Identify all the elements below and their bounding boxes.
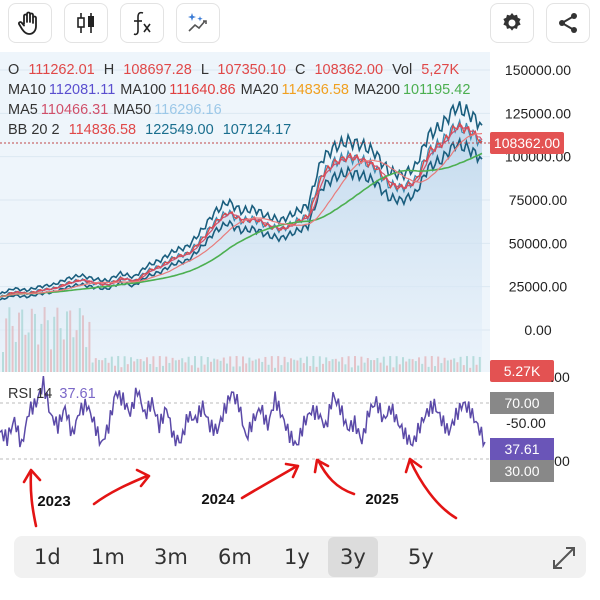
price-tick: 50000.00 [509,235,568,251]
rsi-upper-badge: 70.00 [504,395,539,411]
bb-lower: 107124.17 [223,122,292,138]
red-arrow-annotation [22,468,42,484]
rsi-tick: .00 [550,453,570,469]
low-label: L [201,62,209,78]
candles-button[interactable] [64,3,108,43]
ma-label: MA20 [241,82,279,98]
year-label-2024: 2024 [201,491,235,508]
red-arrow-annotation [316,458,356,496]
close-value: 108362.00 [314,62,383,78]
price-tick: 25000.00 [509,279,568,295]
annotation-arrows [22,457,458,528]
candlestick-icon [77,13,94,33]
price-tick: 150000.00 [505,62,571,78]
ma-label: MA100 [120,82,166,98]
range-selector: 1d 1m 3m 6m 1y 3y 5y [0,528,600,584]
ma-value: 116296.16 [154,102,221,118]
range-tab-3m[interactable]: 3m [154,545,188,569]
ma-line [0,124,483,298]
range-selector-bg [14,536,586,578]
range-tab-1m[interactable]: 1m [91,545,125,569]
red-arrow-annotation [408,458,458,520]
volume-text: 5.27K [504,363,541,379]
fx-icon [133,11,151,36]
ma-label: MA200 [354,82,400,98]
close-label: C [295,62,305,78]
ma-value: 112081.11 [49,82,115,98]
indicators-button[interactable] [120,3,164,43]
rsi-tick: .00 [550,369,570,385]
ma-label: MA10 [8,82,46,98]
red-arrow-annotation [313,458,330,474]
range-tab-5y[interactable]: 5y [408,545,434,569]
hand-tool-button[interactable] [8,3,52,43]
high-label: H [104,62,114,78]
bb-upper: 114836.58 [69,122,136,138]
year-label-2025: 2025 [365,491,398,508]
red-arrow-annotation [92,474,149,506]
ma-value: 114836.58 [282,82,349,98]
red-arrow-annotation [284,462,300,479]
toolbar [0,0,600,46]
rsi-label: RSI 14 [8,386,52,402]
ma-value: 110466.31 [41,102,108,118]
range-tab-1y[interactable]: 1y [284,545,310,569]
low-value: 107350.10 [217,62,286,78]
rsi-legend: RSI 14 37.61 [8,386,96,402]
ma-line [0,132,483,298]
ma-label: MA50 [113,102,151,118]
price-tick: 125000.00 [505,105,571,121]
rsi-value: 37.61 [59,386,95,402]
range-tab-6m[interactable]: 6m [218,545,252,569]
red-arrow-annotation [404,457,423,474]
bb-mid: 122549.00 [145,122,214,138]
band-line [0,101,483,295]
chart-area[interactable]: 150000.00 125000.00 100000.00 75000.00 50000… [0,52,600,528]
rsi-line [0,376,486,449]
range-tab-3y[interactable]: 3y [328,537,378,577]
ma-line [0,152,483,298]
ma-value: 101195.42 [403,82,470,98]
expand-icon[interactable] [550,544,578,572]
rsi-value-badge: 37.61 [504,441,539,457]
year-label-2023: 2023 [37,493,70,510]
rsi-tick: -50.00 [506,415,546,431]
volume-label: Vol [392,62,412,78]
bb-label: BB 20 2 [8,122,60,138]
price-axis: 150000.00125000.00100000.0075000.0050000… [505,62,571,338]
magic-drawing-icon [188,13,207,32]
red-arrow-annotation [29,470,38,528]
moving-averages [0,122,483,298]
ma-legend-row2: MA5 110466.31 MA50 116296.16 [8,102,222,118]
drawing-button[interactable] [176,3,220,43]
gear-icon [503,13,521,31]
price-tick: 75000.00 [509,192,568,208]
settings-button[interactable] [490,3,534,43]
volume-badge: 5.27K [490,360,554,382]
rsi-pane [0,376,490,469]
range-tab-1d[interactable]: 1d [34,545,61,569]
rsi-lower-badge: 30.00 [504,463,539,479]
rsi-axis: .00 70.00 -50.00 37.61 .00 30.00 [490,369,570,482]
price-chart[interactable]: 150000.00125000.00100000.0075000.0050000… [0,52,600,528]
red-arrow-annotation [240,464,299,500]
price-area [0,120,482,372]
ma-label: MA5 [8,102,38,118]
high-value: 108697.28 [123,62,192,78]
open-label: O [8,62,19,78]
share-button[interactable] [546,3,590,43]
bb-legend: BB 20 2 114836.58 122549.00 107124.17 [8,122,291,138]
last-price-badge: 108362.00 [490,132,564,154]
volume-value: 5,27K [421,62,459,78]
last-price-text: 108362.00 [494,135,560,151]
hand-icon [18,11,37,35]
ohlc-legend: O 111262.01 H 108697.28 L 107350.10 C 10… [8,62,459,78]
ma-value: 111640.86 [169,82,235,98]
red-arrow-annotation [135,468,151,488]
open-value: 111262.01 [28,62,94,78]
price-tick: 0.00 [524,322,551,338]
ma-legend-row1: MA10 112081.11 MA100 111640.86 MA20 114836.58… [8,82,470,98]
share-icon [559,13,577,33]
